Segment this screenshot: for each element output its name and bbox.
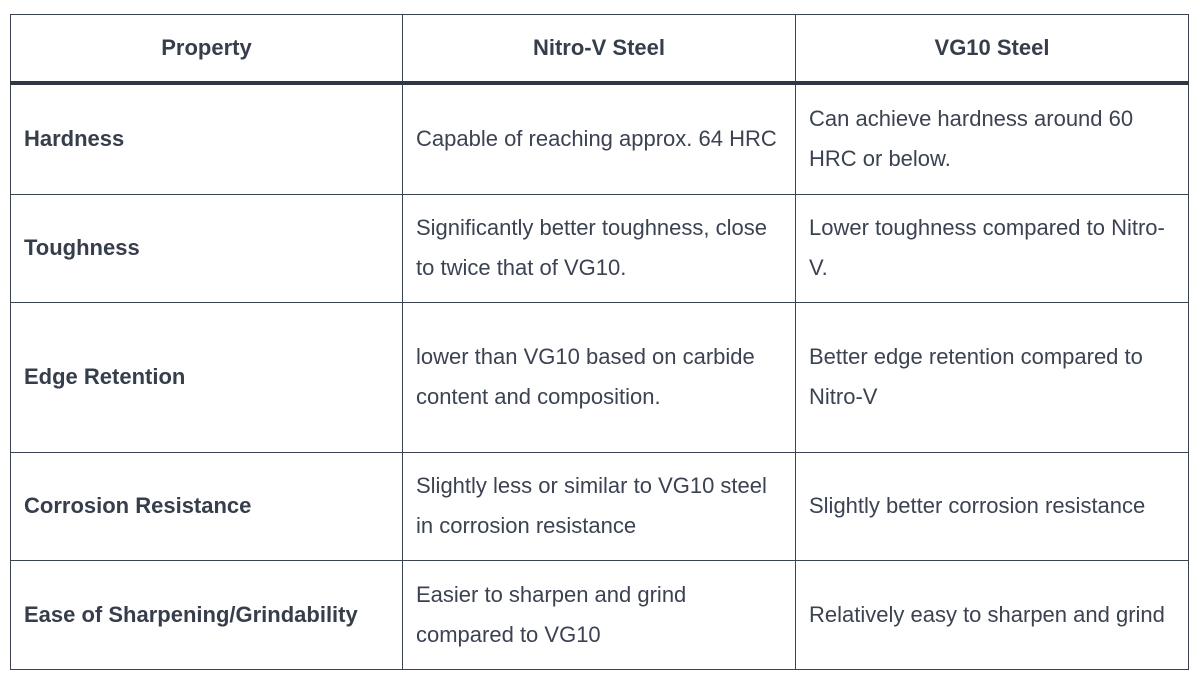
property-cell: Corrosion Resistance — [10, 451, 403, 561]
header-cell: Nitro-V Steel — [402, 14, 796, 85]
header-row: Property Nitro-V Steel VG10 Steel — [10, 14, 1189, 85]
cell: Can achieve hardness around 60 HRC or be… — [795, 82, 1189, 195]
row: Toughness Significantly better toughness… — [10, 193, 1189, 303]
cell: Better edge retention compared to Nitro-… — [795, 301, 1189, 453]
property-cell: Hardness — [10, 82, 403, 195]
property-cell: Edge Retention — [10, 301, 403, 453]
cell: Lower toughness compared to Nitro-V. — [795, 193, 1189, 303]
row: Hardness Capable of reaching approx. 64 … — [10, 82, 1189, 195]
header-cell: Property — [10, 14, 403, 85]
table-body: Hardness Capable of reaching approx. 64 … — [10, 82, 1189, 670]
cell: Slightly less or similar to VG10 steel i… — [402, 451, 796, 561]
property-cell: Toughness — [10, 193, 403, 303]
cell: Easier to sharpen and grind compared to … — [402, 559, 796, 670]
cell: lower than VG10 based on carbide content… — [402, 301, 796, 453]
row: Corrosion Resistance Slightly less or si… — [10, 451, 1189, 561]
cell: Slightly better corrosion resistance — [795, 451, 1189, 561]
row: Edge Retention lower than VG10 based on … — [10, 301, 1189, 453]
comparison-table: Property Nitro-V Steel VG10 Steel Hardne… — [10, 14, 1189, 670]
header-cell: VG10 Steel — [795, 14, 1189, 85]
cell: Relatively easy to sharpen and grind — [795, 559, 1189, 670]
property-cell: Ease of Sharpening/Grindability — [10, 559, 403, 670]
table-head: Property Nitro-V Steel VG10 Steel — [10, 14, 1189, 85]
row: Ease of Sharpening/Grindability Easier t… — [10, 559, 1189, 670]
cell: Significantly better toughness, close to… — [402, 193, 796, 303]
cell: Capable of reaching approx. 64 HRC — [402, 82, 796, 195]
